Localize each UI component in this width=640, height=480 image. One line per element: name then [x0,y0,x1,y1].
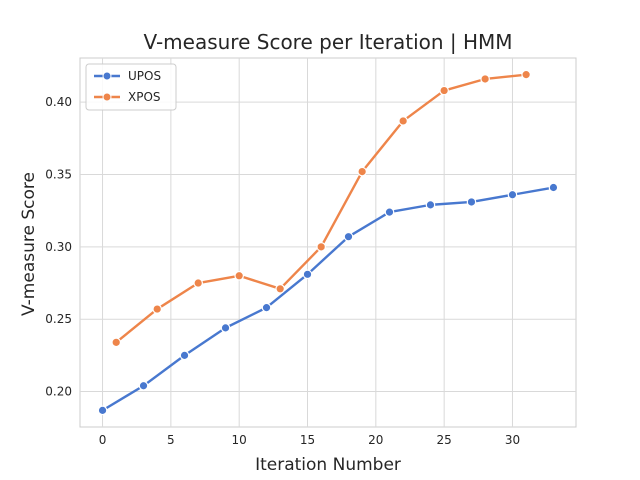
y-axis-label: V-measure Score [19,172,39,316]
grid [80,58,576,427]
legend-label: UPOS [128,69,161,83]
plot-frame [79,57,577,428]
data-point [138,380,149,391]
legend-item-upos: UPOS [94,69,161,83]
x-tick-label: 30 [505,433,520,447]
tick-labels: 0 5 10 15 20 25 30 0.20 0.25 0.30 0.35 0.40 [45,95,520,447]
data-point [398,116,408,126]
data-point [507,189,518,200]
y-tick-label: 0.40 [45,95,72,109]
chart-title: V-measure Score per Iteration | HMM [143,30,512,54]
y-tick-label: 0.20 [45,385,72,399]
legend-swatch-marker [102,92,112,102]
legend: UPOS XPOS [85,63,177,111]
data-point [275,284,285,294]
data-point [548,182,559,193]
series-line [101,186,555,412]
x-tick-label: 15 [300,433,315,447]
data-point [220,323,231,333]
series-xpos [111,69,531,348]
series [97,69,559,416]
data-point [152,304,163,314]
data-point [97,405,108,416]
data-point [316,242,326,252]
plot-area: 0 5 10 15 20 25 30 0.20 0.25 0.30 0.35 0.40 [45,57,577,447]
data-point [439,85,449,96]
data-point [480,74,490,84]
data-point [384,207,395,217]
legend-item-xpos: XPOS [94,90,161,104]
y-tick-label: 0.35 [45,167,72,181]
data-point [466,197,477,207]
data-point [521,69,531,80]
legend-swatch-marker [102,71,112,81]
data-point [261,302,272,313]
data-point [179,350,190,361]
data-point [302,269,313,280]
data-point [193,278,203,288]
series-line [115,73,528,344]
data-point [357,166,367,177]
x-axis-label: Iteration Number [255,455,401,475]
x-tick-label: 20 [368,433,383,447]
x-tick-label: 5 [167,433,175,447]
x-tick-label: 0 [99,433,107,447]
data-point [111,337,122,348]
legend-label: XPOS [128,90,161,104]
data-point [425,200,436,210]
x-tick-label: 10 [232,433,247,447]
y-tick-label: 0.25 [45,312,72,326]
y-tick-label: 0.30 [45,240,72,254]
data-point [343,231,354,242]
x-tick-label: 25 [437,433,452,447]
data-point [234,270,244,281]
series-upos [97,182,559,416]
